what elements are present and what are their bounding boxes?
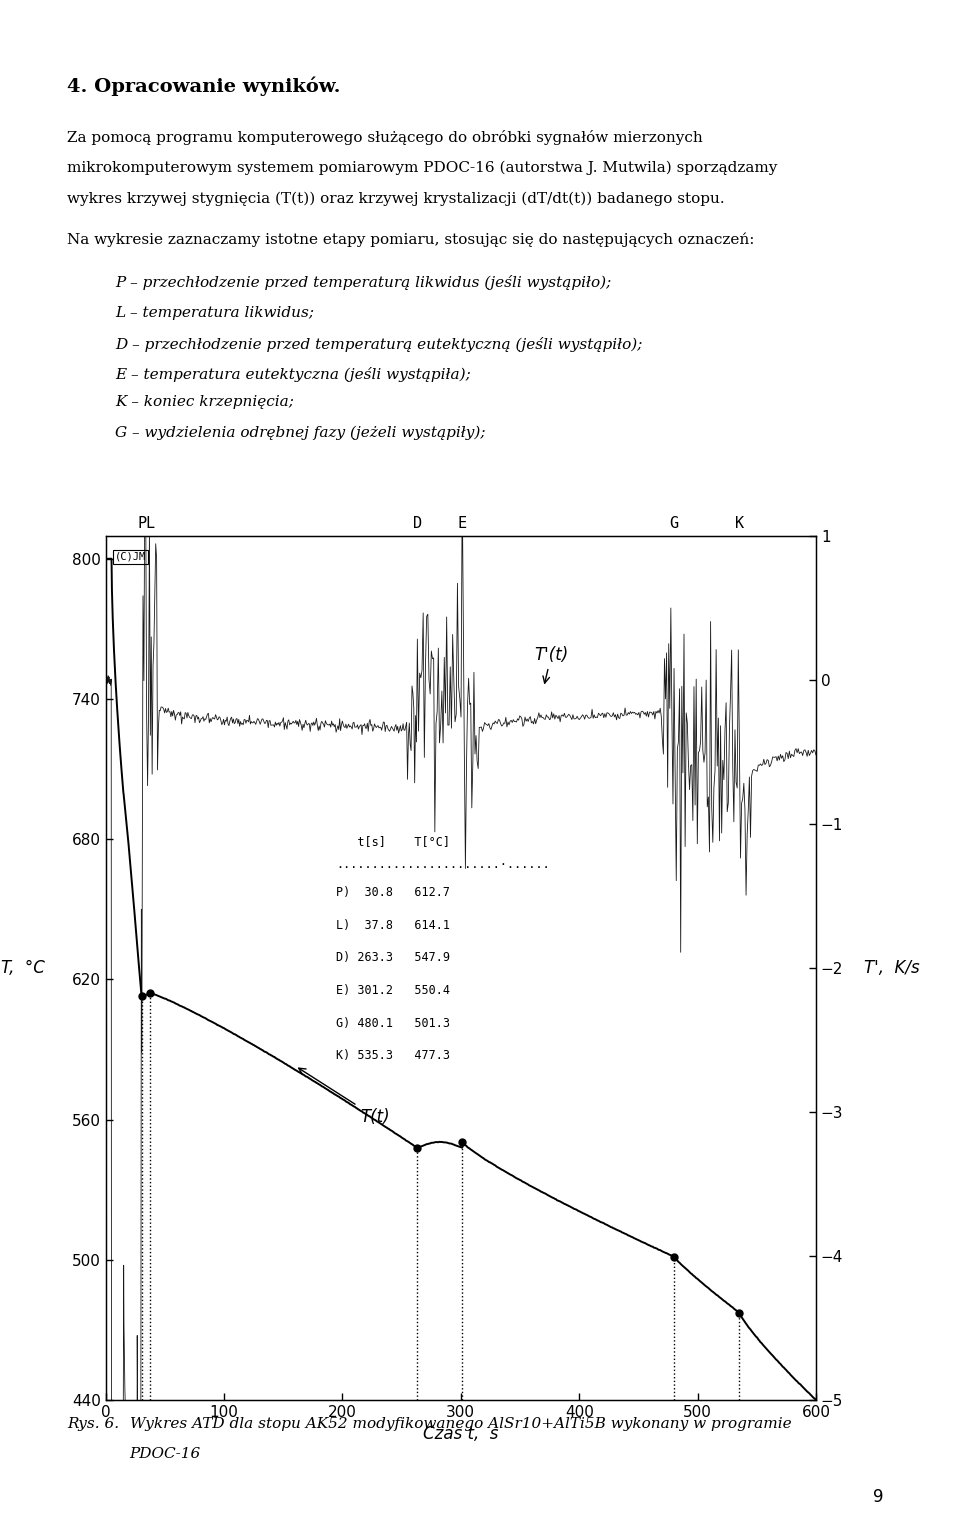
Text: 9: 9 [873, 1489, 883, 1507]
Text: T'(t): T'(t) [534, 646, 568, 684]
Text: wykres krzywej stygnięcia (T(t)) oraz krzywej krystalizacji (dT/dt(t)) badanego : wykres krzywej stygnięcia (T(t)) oraz kr… [67, 191, 725, 205]
Text: G: G [669, 516, 679, 531]
Text: Za pomocą programu komputerowego służącego do obróbki sygnałów mierzonych: Za pomocą programu komputerowego służące… [67, 130, 703, 145]
Y-axis label: T',  K/s: T', K/s [864, 959, 920, 976]
Text: P – przechłodzenie przed temperaturą likwidus (jeśli wystąpiło);: P – przechłodzenie przed temperaturą lik… [115, 275, 612, 291]
Text: t[s]    T[°C]: t[s] T[°C] [337, 834, 450, 848]
Text: T(t): T(t) [299, 1068, 390, 1126]
Text: P)  30.8   612.7: P) 30.8 612.7 [337, 886, 450, 900]
Text: D – przechłodzenie przed temperaturą eutektyczną (jeśli wystąpiło);: D – przechłodzenie przed temperaturą eut… [115, 337, 642, 352]
Text: D: D [413, 516, 421, 531]
Text: P: P [137, 516, 147, 531]
Text: .......................·......: .......................·...... [337, 858, 550, 871]
Text: 4. Opracowanie wyników.: 4. Opracowanie wyników. [67, 76, 341, 96]
Text: E: E [458, 516, 467, 531]
Text: Rys. 6.: Rys. 6. [67, 1417, 119, 1431]
Text: E – temperatura eutektyczna (jeśli wystąpiła);: E – temperatura eutektyczna (jeśli wystą… [115, 367, 471, 382]
Text: (C)JM: (C)JM [115, 552, 146, 562]
Text: K: K [734, 516, 744, 531]
X-axis label: Czas t,  s: Czas t, s [423, 1426, 498, 1443]
Text: K – koniec krzepnięcia;: K – koniec krzepnięcia; [115, 395, 294, 409]
Text: K) 535.3   477.3: K) 535.3 477.3 [337, 1050, 450, 1062]
Text: L – temperatura likwidus;: L – temperatura likwidus; [115, 306, 314, 320]
Text: E) 301.2   550.4: E) 301.2 550.4 [337, 984, 450, 998]
Text: L)  37.8   614.1: L) 37.8 614.1 [337, 918, 450, 932]
Text: G) 480.1   501.3: G) 480.1 501.3 [337, 1017, 450, 1030]
Text: PDOC-16: PDOC-16 [130, 1447, 201, 1461]
Text: Na wykresie zaznaczamy istotne etapy pomiaru, stosując się do następujących ozna: Na wykresie zaznaczamy istotne etapy pom… [67, 233, 755, 246]
Text: D) 263.3   547.9: D) 263.3 547.9 [337, 952, 450, 964]
Y-axis label: T,  °C: T, °C [1, 959, 45, 976]
Text: mikrokomputerowym systemem pomiarowym PDOC-16 (autorstwa J. Mutwila) sporządzamy: mikrokomputerowym systemem pomiarowym PD… [67, 161, 778, 174]
Text: Wykres ATD dla stopu AK52 modyfikowanego AlSr10+AlTi5B wykonany w programie: Wykres ATD dla stopu AK52 modyfikowanego… [130, 1417, 791, 1431]
Text: G – wydzielenia odrębnej fazy (jeżeli wystąpiły);: G – wydzielenia odrębnej fazy (jeżeli wy… [115, 425, 486, 439]
Text: L: L [146, 516, 155, 531]
